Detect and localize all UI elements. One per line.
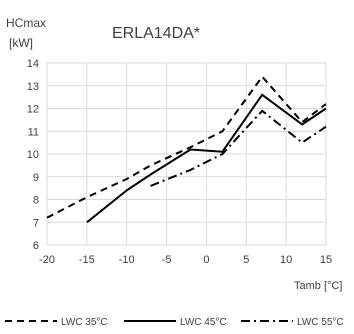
y-tick-label: 10 [27, 149, 39, 161]
y-tick-labels: 6 7 8 9 10 11 12 13 14 [27, 58, 39, 252]
y-tick-label: 9 [33, 172, 39, 184]
y-axis-label-line1: HCmax [6, 16, 46, 30]
y-tick-label: 12 [27, 104, 39, 116]
x-tick-labels: -20 -15 -10 -5 0 5 10 15 [39, 254, 332, 266]
x-tick-label: 0 [203, 254, 209, 266]
y-tick-label: 6 [33, 240, 39, 252]
series-line [150, 109, 327, 187]
y-tick-label: 13 [27, 81, 39, 93]
x-tick-label: -5 [162, 254, 172, 266]
x-tick-label: 10 [280, 254, 292, 266]
legend: LWC 35°C LWC 45°C LWC 55°C [5, 317, 344, 328]
y-tick-label: 14 [27, 58, 39, 70]
y-tick-label: 8 [33, 195, 39, 207]
series-line [86, 93, 327, 224]
y-axis-label-line2: [kW] [9, 36, 33, 50]
x-tick-label: -15 [79, 254, 95, 266]
x-tick-label: -10 [119, 254, 135, 266]
x-tick-label: 15 [320, 254, 332, 266]
y-tick-label: 11 [28, 126, 39, 138]
y-tick-label: 7 [33, 217, 39, 229]
chart-title: ERLA14DA* [112, 25, 200, 42]
series-lines [46, 75, 327, 224]
x-tick-label: 5 [243, 254, 249, 266]
legend-label: LWC 35°C [61, 317, 108, 328]
legend-label: LWC 45°C [180, 317, 227, 328]
x-tick-label: -20 [39, 254, 55, 266]
series-line [46, 75, 327, 219]
legend-label: LWC 55°C [297, 317, 344, 328]
gridlines [46, 62, 327, 246]
x-axis-label: Tamb [°C] [294, 280, 342, 292]
